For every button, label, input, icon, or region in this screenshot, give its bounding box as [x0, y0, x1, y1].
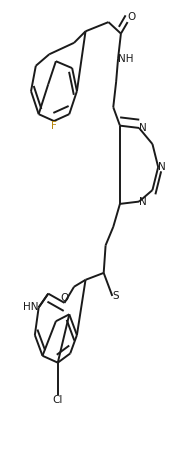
Text: F: F: [51, 121, 57, 131]
Text: O: O: [128, 13, 136, 23]
Text: N: N: [158, 162, 166, 172]
Text: Cl: Cl: [53, 395, 63, 405]
Text: HN: HN: [23, 302, 39, 313]
Text: S: S: [112, 291, 119, 301]
Text: NH: NH: [118, 54, 133, 64]
Text: N: N: [139, 197, 147, 206]
Text: O: O: [60, 293, 69, 303]
Text: N: N: [139, 123, 147, 133]
